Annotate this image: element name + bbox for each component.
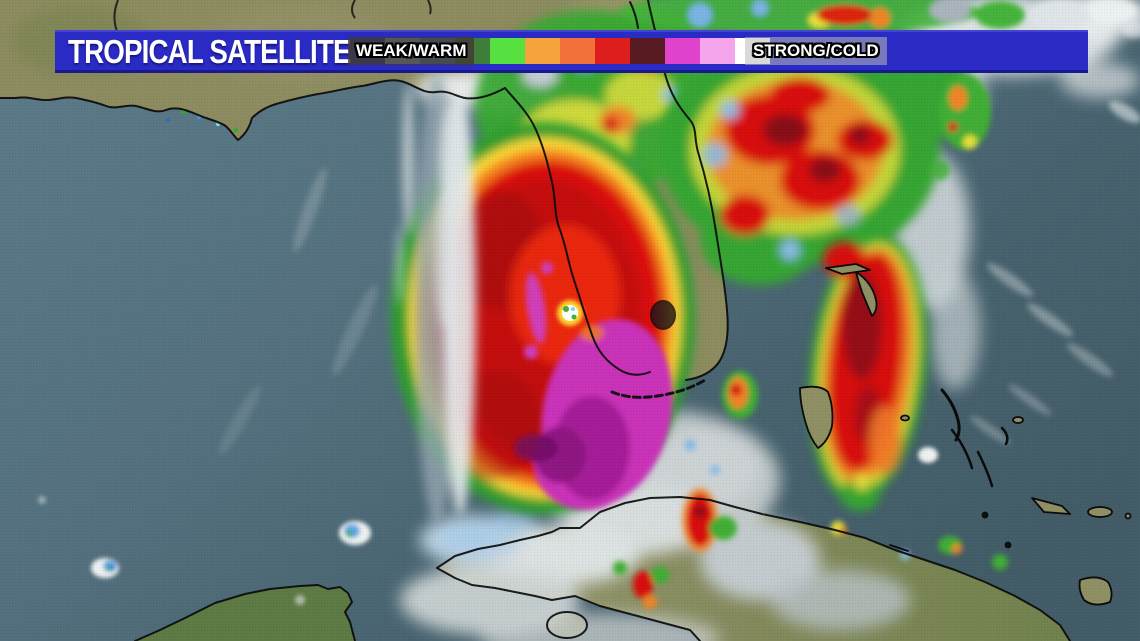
legend-strong-label: STRONG/COLD [745, 37, 887, 65]
page-title: TROPICAL SATELLITE [68, 33, 351, 70]
legend-weak-label: WEAK/WARM [348, 37, 475, 65]
header-bar: TROPICAL SATELLITE WEAK/WARM STRONG/COLD [55, 30, 1088, 73]
legend-swatch [630, 38, 665, 64]
legend-swatch [665, 38, 700, 64]
legend-swatch [490, 38, 525, 64]
legend-swatch [560, 38, 595, 64]
legend-swatch [700, 38, 735, 64]
legend-swatch [525, 38, 560, 64]
legend-swatch [595, 38, 630, 64]
